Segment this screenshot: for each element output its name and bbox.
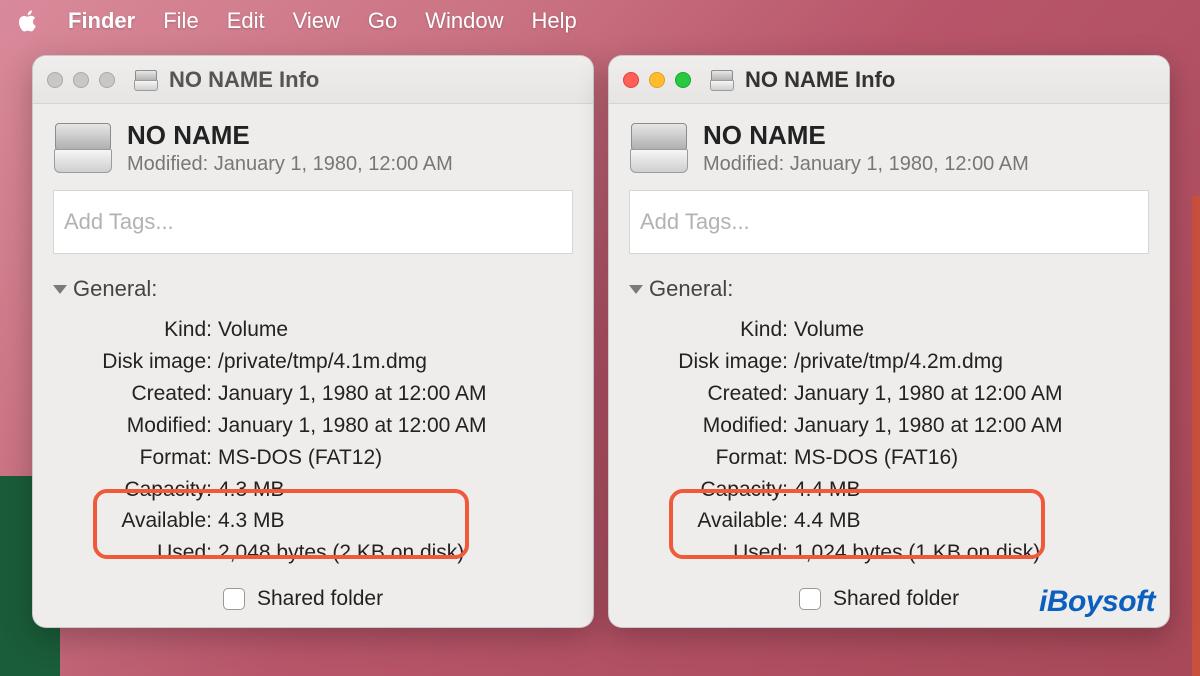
disk-icon (629, 120, 689, 174)
traffic-lights (623, 72, 691, 88)
created-label: Created: (53, 378, 218, 410)
used-label: Used: (629, 537, 794, 569)
close-button[interactable] (47, 72, 63, 88)
capacity-label: Capacity: (53, 474, 218, 506)
window-title: NO NAME Info (745, 67, 895, 93)
window-title: NO NAME Info (169, 67, 319, 93)
shared-folder-label: Shared folder (257, 587, 383, 611)
section-label: General: (73, 276, 157, 302)
zoom-button[interactable] (675, 72, 691, 88)
minimize-button[interactable] (649, 72, 665, 88)
titlebar[interactable]: NO NAME Info (33, 56, 593, 104)
used-label: Used: (53, 537, 218, 569)
watermark-logo: iBoysoft (1039, 585, 1155, 619)
apple-menu-icon[interactable] (18, 10, 40, 32)
tags-input[interactable] (53, 190, 573, 254)
chevron-down-icon (53, 285, 67, 294)
traffic-lights (47, 72, 115, 88)
shared-folder-label: Shared folder (833, 587, 959, 611)
zoom-button[interactable] (99, 72, 115, 88)
get-info-window: NO NAME Info NO NAME Modified: January 1… (608, 55, 1170, 628)
disk-icon (53, 120, 113, 174)
menu-view[interactable]: View (293, 8, 340, 34)
menu-edit[interactable]: Edit (227, 8, 265, 34)
used-value: 1,024 bytes (1 KB on disk) (794, 537, 1149, 569)
format-label: Format: (629, 442, 794, 474)
menu-file[interactable]: File (163, 8, 198, 34)
modified-label: Modified: (53, 410, 218, 442)
modified-label: Modified: (629, 410, 794, 442)
available-label: Available: (53, 505, 218, 537)
used-value: 2,048 bytes (2 KB on disk) (218, 537, 573, 569)
section-label: General: (649, 276, 733, 302)
diskimage-label: Disk image: (629, 346, 794, 378)
capacity-value: 4.4 MB (794, 474, 1149, 506)
close-button[interactable] (623, 72, 639, 88)
kind-value: Volume (794, 314, 1149, 346)
diskimage-value: /private/tmp/4.2m.dmg (794, 346, 1149, 378)
modified-header: Modified: January 1, 1980, 12:00 AM (703, 153, 1029, 176)
volume-name: NO NAME (127, 120, 453, 151)
available-label: Available: (629, 505, 794, 537)
created-value: January 1, 1980 at 12:00 AM (218, 378, 573, 410)
general-disclosure[interactable]: General: (53, 276, 573, 302)
available-value: 4.4 MB (794, 505, 1149, 537)
tags-input[interactable] (629, 190, 1149, 254)
general-properties: Kind:Volume Disk image:/private/tmp/4.2m… (629, 314, 1149, 569)
modified-header: Modified: January 1, 1980, 12:00 AM (127, 153, 453, 176)
general-disclosure[interactable]: General: (629, 276, 1149, 302)
shared-folder-checkbox[interactable] (223, 588, 245, 610)
modified-value: January 1, 1980 at 12:00 AM (794, 410, 1149, 442)
format-value: MS-DOS (FAT12) (218, 442, 573, 474)
menu-help[interactable]: Help (532, 8, 577, 34)
titlebar[interactable]: NO NAME Info (609, 56, 1169, 104)
disk-icon (709, 68, 735, 92)
disk-icon (133, 68, 159, 92)
kind-value: Volume (218, 314, 573, 346)
kind-label: Kind: (53, 314, 218, 346)
diskimage-value: /private/tmp/4.1m.dmg (218, 346, 573, 378)
format-value: MS-DOS (FAT16) (794, 442, 1149, 474)
general-properties: Kind:Volume Disk image:/private/tmp/4.1m… (53, 314, 573, 569)
get-info-window: NO NAME Info NO NAME Modified: January 1… (32, 55, 594, 628)
menu-window[interactable]: Window (425, 8, 503, 34)
menu-go[interactable]: Go (368, 8, 397, 34)
volume-name: NO NAME (703, 120, 1029, 151)
menubar-app-name[interactable]: Finder (68, 8, 135, 34)
minimize-button[interactable] (73, 72, 89, 88)
diskimage-label: Disk image: (53, 346, 218, 378)
chevron-down-icon (629, 285, 643, 294)
menubar: Finder File Edit View Go Window Help (0, 0, 1200, 42)
modified-value: January 1, 1980 at 12:00 AM (218, 410, 573, 442)
kind-label: Kind: (629, 314, 794, 346)
capacity-label: Capacity: (629, 474, 794, 506)
shared-folder-checkbox[interactable] (799, 588, 821, 610)
created-label: Created: (629, 378, 794, 410)
created-value: January 1, 1980 at 12:00 AM (794, 378, 1149, 410)
format-label: Format: (53, 442, 218, 474)
available-value: 4.3 MB (218, 505, 573, 537)
capacity-value: 4.3 MB (218, 474, 573, 506)
